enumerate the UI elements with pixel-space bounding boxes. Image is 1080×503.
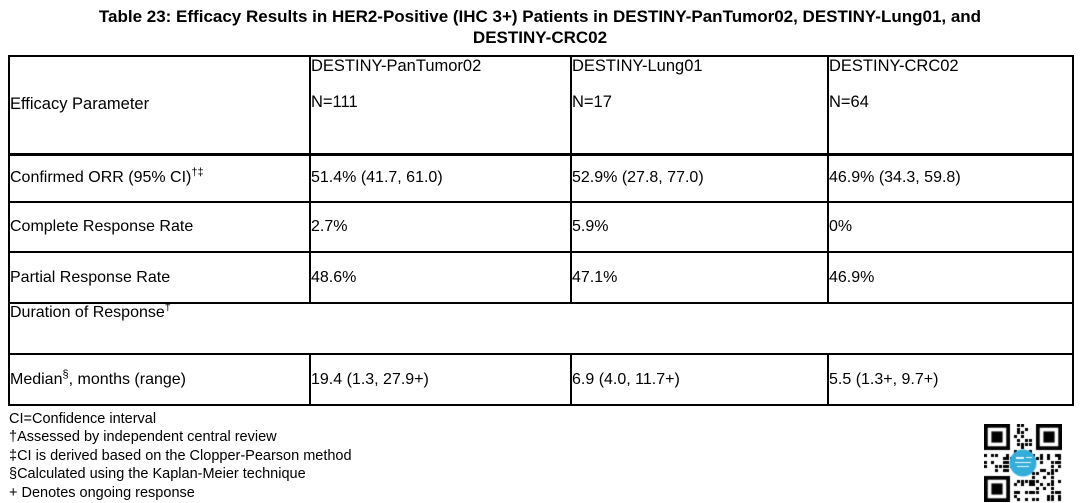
row-label-confirmed-orr: Confirmed ORR (95% CI)†‡ [8, 153, 311, 203]
table-title-line1: Table 23: Efficacy Results in HER2-Posit… [98, 7, 982, 26]
cell-orr-lung01: 52.9% (27.8, 77.0) [570, 153, 829, 203]
row-partial-response-rate: Partial Response Rate 48.6% 47.1% 46.9% [8, 251, 1074, 304]
row-median-duration: Median§, months (range) 19.4 (1.3, 27.9+… [8, 353, 1074, 406]
table-title-line2: DESTINY-CRC02 [472, 28, 608, 47]
footnote-plus: + Denotes ongoing response [9, 484, 195, 501]
cell-prr-lung01: 47.1% [570, 251, 829, 304]
header-efficacy-parameter: Efficacy Parameter [8, 55, 311, 156]
table-title: Table 23: Efficacy Results in HER2-Posit… [0, 6, 1080, 48]
footnote-dagger: †Assessed by independent central review [9, 429, 277, 446]
section-label-duration-of-response: Duration of Response† [8, 301, 1074, 355]
study-name: DESTINY-CRC02 [829, 57, 959, 75]
cell-prr-pantumor02: 48.6% [309, 251, 572, 304]
cell-median-lung01: 6.9 (4.0, 11.7+) [570, 353, 829, 406]
table-header-row: Efficacy Parameter DESTINY-PanTumor02 N=… [8, 55, 1074, 156]
row-label-partial-response: Partial Response Rate [8, 251, 311, 304]
cell-prr-crc02: 46.9% [827, 251, 1074, 304]
study-n-count: N=64 [829, 93, 869, 111]
study-n-count: N=17 [572, 93, 612, 111]
footnote-double-dagger: ‡CI is derived based on the Clopper-Pear… [9, 447, 352, 464]
table-footnotes: CI=Confidence interval †Assessed by inde… [9, 410, 1080, 502]
row-label-text: Confirmed ORR (95% CI) [10, 169, 192, 187]
cell-crr-lung01: 5.9% [570, 201, 829, 253]
footnote-section-symbol: §Calculated using the Kaplan-Meier techn… [9, 466, 306, 483]
cell-crr-crc02: 0% [827, 201, 1074, 253]
row-complete-response-rate: Complete Response Rate 2.7% 5.9% 0% [8, 201, 1074, 253]
row-label-text: Median [10, 370, 63, 388]
row-duration-of-response-section: Duration of Response† [8, 301, 1074, 355]
efficacy-results-table: Efficacy Parameter DESTINY-PanTumor02 N=… [8, 55, 1074, 406]
study-name: DESTINY-PanTumor02 [311, 57, 482, 75]
cell-orr-crc02: 46.9% (34.3, 59.8) [827, 153, 1074, 203]
header-destiny-lung01: DESTINY-Lung01 N=17 [570, 55, 829, 156]
header-destiny-crc02: DESTINY-CRC02 N=64 [827, 55, 1074, 156]
row-label-median: Median§, months (range) [8, 353, 311, 406]
qr-code [984, 424, 1062, 502]
section-label-text: Duration of Response [10, 304, 165, 321]
footnote-marker: § [62, 368, 69, 381]
row-confirmed-orr: Confirmed ORR (95% CI)†‡ 51.4% (41.7, 61… [8, 153, 1074, 203]
footnote-marker: †‡ [191, 166, 204, 179]
document-page: Table 23: Efficacy Results in HER2-Posit… [0, 6, 1080, 503]
footnote-ci-definition: CI=Confidence interval [9, 411, 157, 427]
row-label-complete-response: Complete Response Rate [8, 201, 311, 253]
row-label-suffix: , months (range) [68, 370, 186, 388]
cell-crr-pantumor02: 2.7% [309, 201, 572, 253]
footnote-marker: † [164, 301, 171, 314]
cell-orr-pantumor02: 51.4% (41.7, 61.0) [309, 153, 572, 203]
study-name: DESTINY-Lung01 [572, 57, 703, 75]
cell-median-crc02: 5.5 (1.3+, 9.7+) [827, 353, 1074, 406]
cell-median-pantumor02: 19.4 (1.3, 27.9+) [309, 353, 572, 406]
qr-code-canvas [984, 424, 1062, 502]
study-n-count: N=111 [311, 93, 358, 111]
header-destiny-pantumor02: DESTINY-PanTumor02 N=111 [309, 55, 572, 156]
